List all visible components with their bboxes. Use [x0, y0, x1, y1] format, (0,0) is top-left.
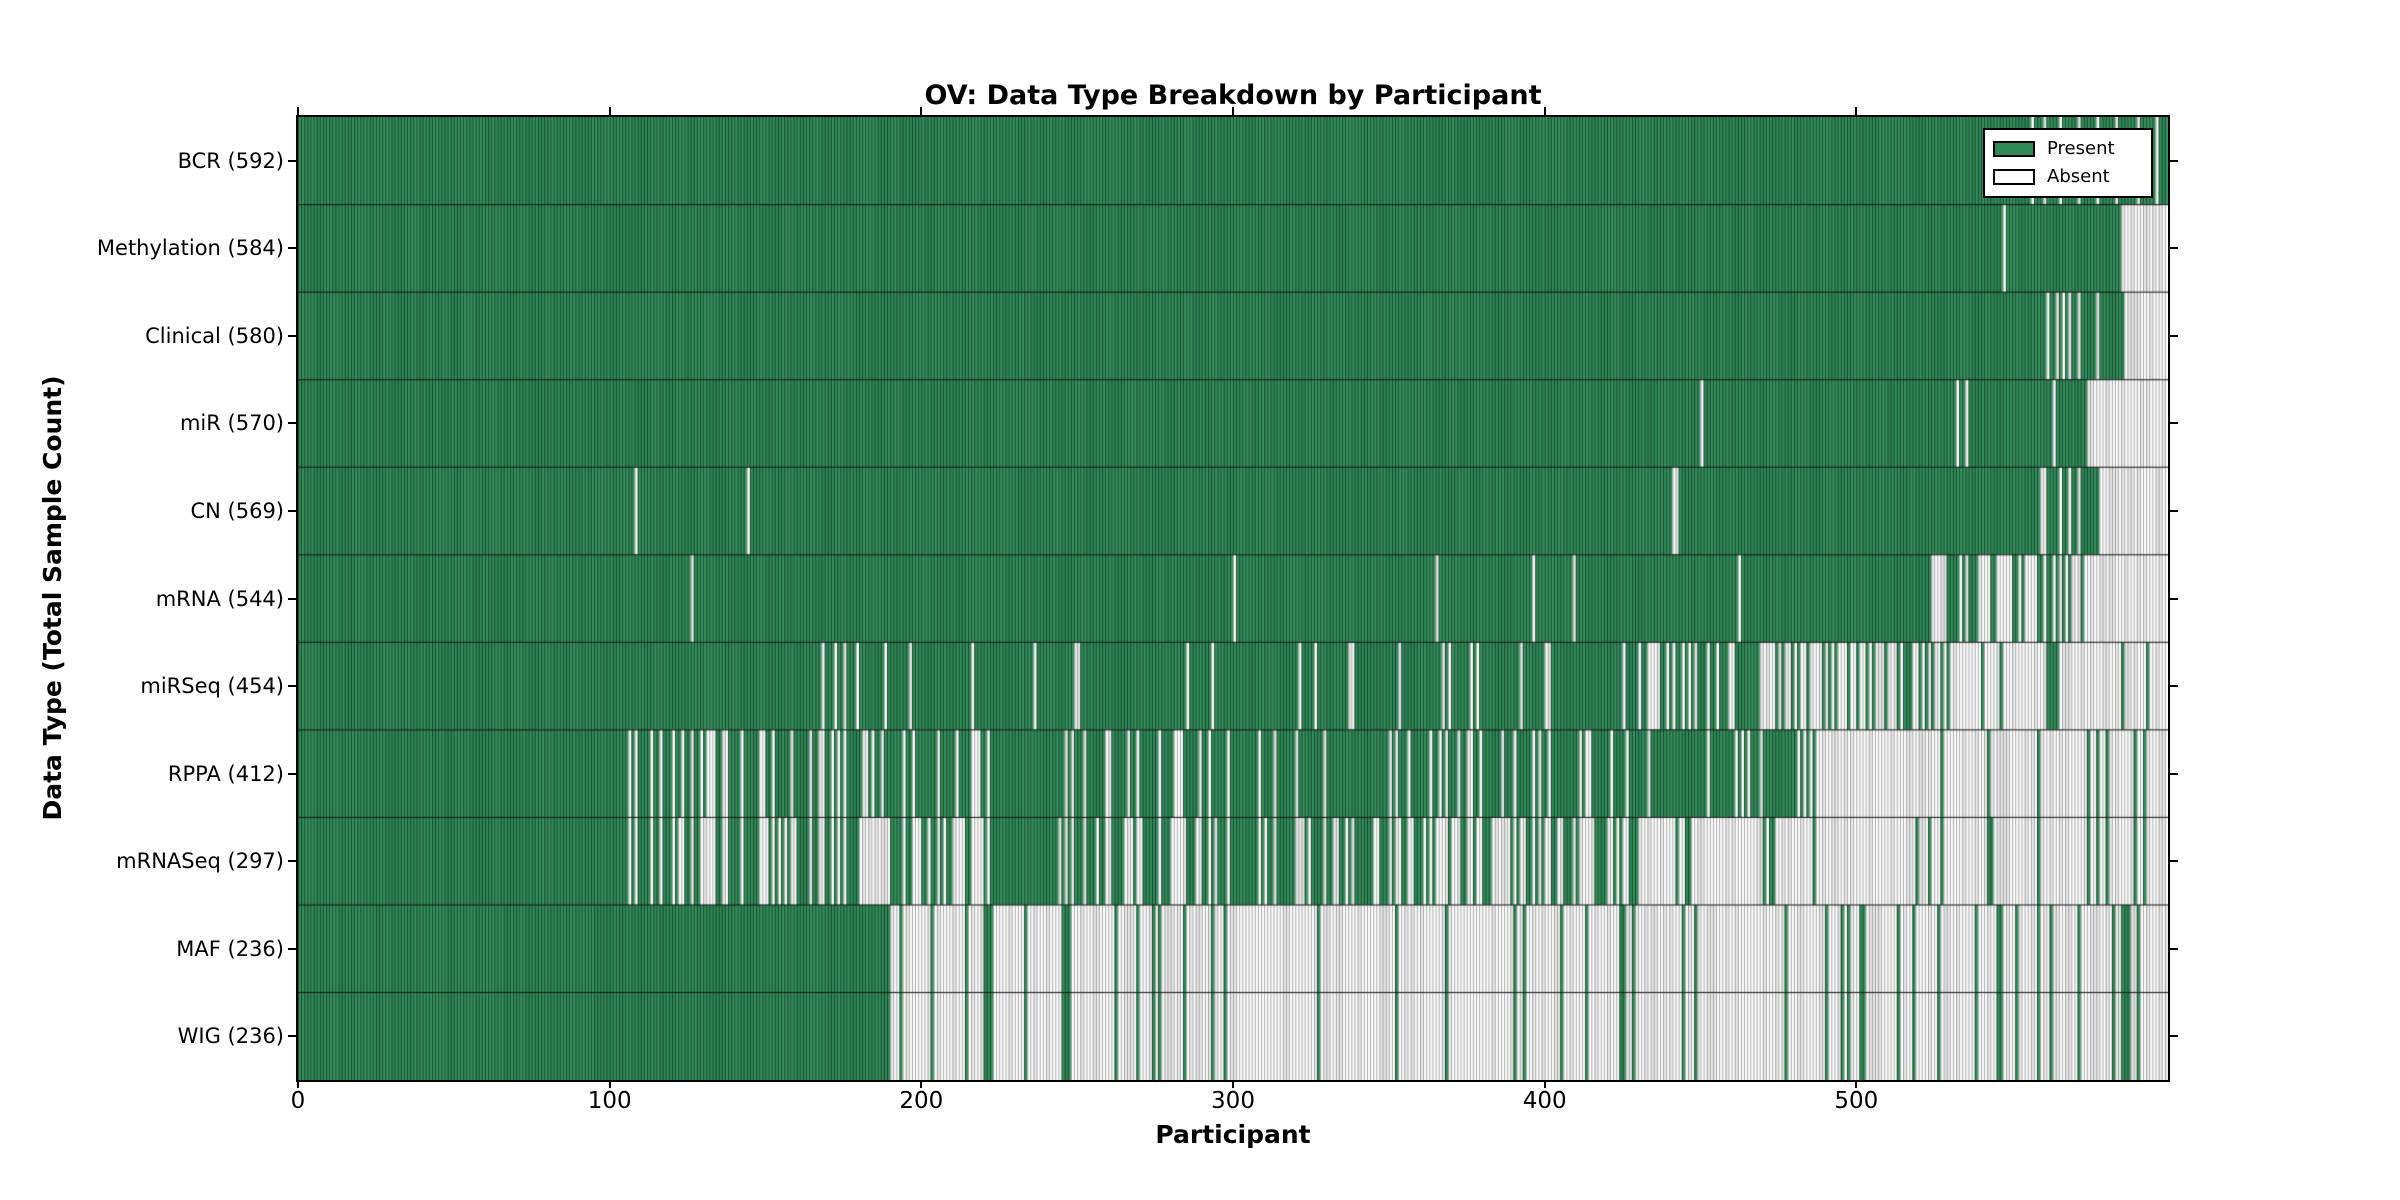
- legend-swatch-absent: [1993, 169, 2035, 185]
- x-tick-mark-bottom-0: [297, 1080, 299, 1088]
- y-tick-mark-left-bcr: [288, 159, 296, 162]
- x-axis-label: Participant: [1155, 1120, 1311, 1149]
- x-tick-mark-top-400: [1543, 107, 1546, 115]
- legend-item-present: Present: [1993, 135, 2143, 163]
- y-tick-label-methylation: Methylation (584): [96, 236, 284, 261]
- x-tick-mark-bottom-200: [920, 1080, 923, 1088]
- y-tick-mark-left-wig: [288, 1035, 296, 1038]
- y-tick-label-wig: WIG (236): [177, 1024, 284, 1049]
- y-tick-mark-right-mrnaseq: [2170, 860, 2178, 863]
- y-tick-mark-right-maf: [2170, 947, 2178, 950]
- y-tick-mark-right-mirseq: [2170, 685, 2178, 688]
- legend-swatch-present: [1993, 141, 2035, 157]
- y-tick-mark-right-bcr: [2170, 159, 2178, 162]
- chart-title: OV: Data Type Breakdown by Participant: [924, 80, 1542, 111]
- x-tick-mark-bottom-300: [1232, 1080, 1234, 1088]
- legend-label-absent: Absent: [2047, 166, 2110, 187]
- y-tick-label-mir: miR (570): [179, 411, 284, 436]
- y-tick-mark-left-mirseq: [288, 685, 296, 688]
- x-tick-label-500: 500: [1834, 1088, 1879, 1114]
- x-tick-mark-bottom-500: [1855, 1080, 1858, 1088]
- y-tick-label-maf: MAF (236): [176, 936, 284, 961]
- x-tick-label-200: 200: [899, 1088, 944, 1114]
- legend-label-present: Present: [2047, 138, 2115, 159]
- y-tick-mark-right-clinical: [2170, 334, 2178, 337]
- x-tick-label-400: 400: [1522, 1088, 1567, 1114]
- y-tick-mark-left-methylation: [288, 247, 296, 250]
- y-tick-label-clinical: Clinical (580): [145, 323, 284, 348]
- y-tick-mark-right-cn: [2170, 509, 2178, 512]
- y-tick-mark-left-mir: [288, 422, 296, 425]
- y-tick-mark-right-rppa: [2170, 772, 2178, 775]
- x-tick-mark-top-500: [1855, 107, 1858, 115]
- legend: Present Absent: [1983, 128, 2153, 198]
- heatmap-canvas: [298, 117, 2168, 1080]
- y-tick-mark-left-rppa: [288, 772, 296, 775]
- y-tick-label-bcr: BCR (592): [177, 148, 284, 173]
- legend-item-absent: Absent: [1993, 163, 2143, 191]
- plot-area: Present Absent: [296, 115, 2170, 1082]
- y-tick-mark-left-cn: [288, 509, 296, 512]
- y-tick-mark-left-mrnaseq: [288, 860, 296, 863]
- x-tick-mark-bottom-400: [1543, 1080, 1546, 1088]
- y-tick-mark-left-maf: [288, 947, 296, 950]
- x-tick-mark-top-100: [608, 107, 611, 115]
- x-tick-label-300: 300: [1211, 1088, 1255, 1114]
- y-tick-mark-right-mrna: [2170, 597, 2178, 600]
- y-tick-label-mrnaseq: mRNASeq (297): [116, 849, 284, 874]
- y-tick-mark-right-wig: [2170, 1035, 2178, 1038]
- y-tick-mark-left-clinical: [288, 334, 296, 337]
- y-tick-label-rppa: RPPA (412): [167, 761, 284, 786]
- x-tick-mark-top-200: [920, 107, 923, 115]
- y-tick-mark-left-mrna: [288, 597, 296, 600]
- y-tick-label-cn: CN (569): [190, 499, 284, 523]
- y-tick-mark-right-methylation: [2170, 247, 2178, 250]
- x-tick-mark-top-300: [1232, 107, 1234, 115]
- y-tick-label-mirseq: miRSeq (454): [140, 674, 284, 699]
- x-tick-label-100: 100: [587, 1088, 632, 1114]
- x-tick-mark-bottom-100: [608, 1080, 611, 1088]
- y-tick-mark-right-mir: [2170, 422, 2178, 425]
- y-tick-label-mrna: mRNA (544): [155, 586, 284, 611]
- x-tick-label-0: 0: [290, 1088, 306, 1114]
- x-tick-mark-top-0: [297, 107, 299, 115]
